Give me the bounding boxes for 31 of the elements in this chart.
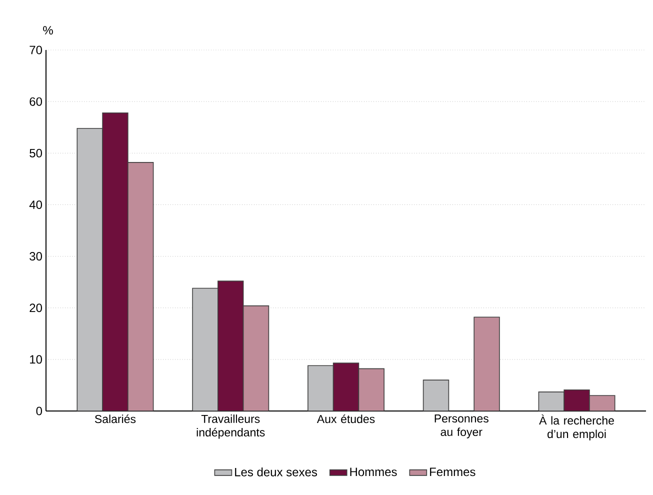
bar <box>242 305 270 411</box>
x-tick-label: Travailleurs indépendants <box>196 414 265 439</box>
y-tick-label: 0 <box>36 406 42 416</box>
bar <box>474 316 500 411</box>
y-tick-label: 10 <box>30 355 42 364</box>
bar <box>102 112 128 411</box>
y-tick-label: 50 <box>30 148 42 158</box>
bar <box>192 288 218 411</box>
bar <box>308 365 334 411</box>
bar <box>589 395 616 411</box>
y-tick-label: 70 <box>30 46 42 54</box>
legend-label: Femmes <box>430 468 476 476</box>
legend-label: Les deux sexes <box>235 468 318 476</box>
bar <box>218 280 244 411</box>
y-tick-label: 30 <box>30 252 42 261</box>
x-tick-label: Personnes au foyer <box>434 414 488 438</box>
x-tick-label: Salariés <box>94 414 136 424</box>
bar <box>128 162 154 411</box>
bar <box>538 392 564 411</box>
bar <box>76 128 103 411</box>
x-tick-label: À la recherche d’un emploi <box>539 414 614 440</box>
y-tick-label: 20 <box>30 304 42 312</box>
legend-label: Hommes <box>350 468 397 476</box>
bar <box>358 368 384 411</box>
bar <box>422 380 450 411</box>
x-tick-label: Aux études <box>316 414 375 424</box>
y-tick-label: 40 <box>29 200 42 209</box>
bar <box>564 389 590 411</box>
y-axis-title: % <box>43 26 53 34</box>
y-tick-label: 60 <box>30 97 42 106</box>
bar <box>332 362 360 411</box>
